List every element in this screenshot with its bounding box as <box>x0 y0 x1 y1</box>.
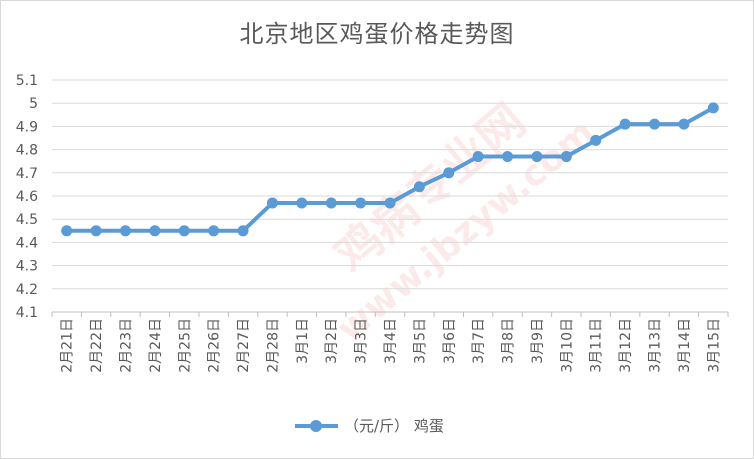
data-point <box>325 197 337 209</box>
x-tick-label: 3月10日 <box>559 318 575 373</box>
data-point <box>502 151 514 163</box>
x-tick-label: 2月24日 <box>148 318 164 373</box>
y-tick-label: 4.4 <box>16 235 38 251</box>
data-point <box>90 225 102 237</box>
data-point <box>707 102 719 114</box>
x-tick-label: 3月4日 <box>383 318 399 364</box>
x-tick-label: 2月25日 <box>177 318 193 373</box>
data-point <box>208 225 220 237</box>
x-tick-label: 2月21日 <box>60 318 76 373</box>
x-tick-label: 3月5日 <box>412 318 428 364</box>
y-tick-label: 5.1 <box>16 73 38 89</box>
data-point <box>119 225 131 237</box>
data-point <box>296 197 308 209</box>
data-point <box>590 134 602 146</box>
watermark: 鸡病专业网 www.jbzyw.com <box>324 93 602 350</box>
x-axis <box>51 311 729 317</box>
x-tick-label: 2月26日 <box>207 318 223 373</box>
legend-label: （元/斤） 鸡蛋 <box>344 417 444 435</box>
data-point <box>384 197 396 209</box>
data-point <box>472 151 484 163</box>
y-tick-label: 4.2 <box>16 282 38 298</box>
x-tick-label: 3月8日 <box>501 318 517 364</box>
x-tick-label: 3月9日 <box>530 318 546 364</box>
data-point <box>178 225 190 237</box>
series-egg-price <box>61 102 719 237</box>
x-tick-label: 2月22日 <box>89 318 105 373</box>
x-tick-label: 3月2日 <box>324 318 340 364</box>
x-tick-label: 3月13日 <box>648 318 664 373</box>
y-tick-label: 4.7 <box>16 166 38 182</box>
y-tick-label: 4.5 <box>16 212 38 228</box>
data-point <box>619 118 631 130</box>
x-tick-label: 2月23日 <box>118 318 134 373</box>
x-tick-label: 3月15日 <box>706 318 722 373</box>
y-tick-label: 4.1 <box>16 305 38 321</box>
data-point <box>443 167 455 179</box>
data-point <box>61 225 73 237</box>
legend-marker <box>310 420 322 432</box>
x-tick-label: 3月14日 <box>677 318 693 373</box>
legend: （元/斤） 鸡蛋 <box>295 417 444 435</box>
y-tick-label: 4.8 <box>16 143 38 159</box>
y-axis-ticks: 4.1 4.2 4.3 4.4 4.5 4.6 4.7 4.8 4.9 5 5.1 <box>16 73 38 321</box>
y-tick-label: 4.9 <box>16 119 38 135</box>
x-axis-ticks: 2月21日 2月22日 2月23日 2月24日 2月25日 2月26日 2月27日 2月28日… <box>60 318 723 373</box>
x-tick-label: 2月27日 <box>236 318 252 373</box>
x-tick-label: 3月11日 <box>589 318 605 373</box>
x-tick-label: 3月6日 <box>442 318 458 364</box>
data-point <box>355 197 367 209</box>
y-tick-label: 4.6 <box>16 189 38 205</box>
y-tick-label: 5 <box>29 96 38 112</box>
data-point <box>149 225 161 237</box>
data-point <box>560 151 572 163</box>
data-point <box>413 181 425 193</box>
y-tick-label: 4.3 <box>16 259 38 275</box>
chart-title: 北京地区鸡蛋价格走势图 <box>239 20 515 48</box>
x-tick-label: 3月12日 <box>618 318 634 373</box>
data-point <box>237 225 249 237</box>
x-tick-label: 3月7日 <box>471 318 487 364</box>
data-point <box>266 197 278 209</box>
data-point <box>649 118 661 130</box>
x-tick-label: 3月1日 <box>295 318 311 364</box>
x-tick-label: 2月28日 <box>265 318 281 373</box>
data-point <box>531 151 543 163</box>
data-point <box>678 118 690 130</box>
x-tick-label: 3月3日 <box>354 318 370 364</box>
